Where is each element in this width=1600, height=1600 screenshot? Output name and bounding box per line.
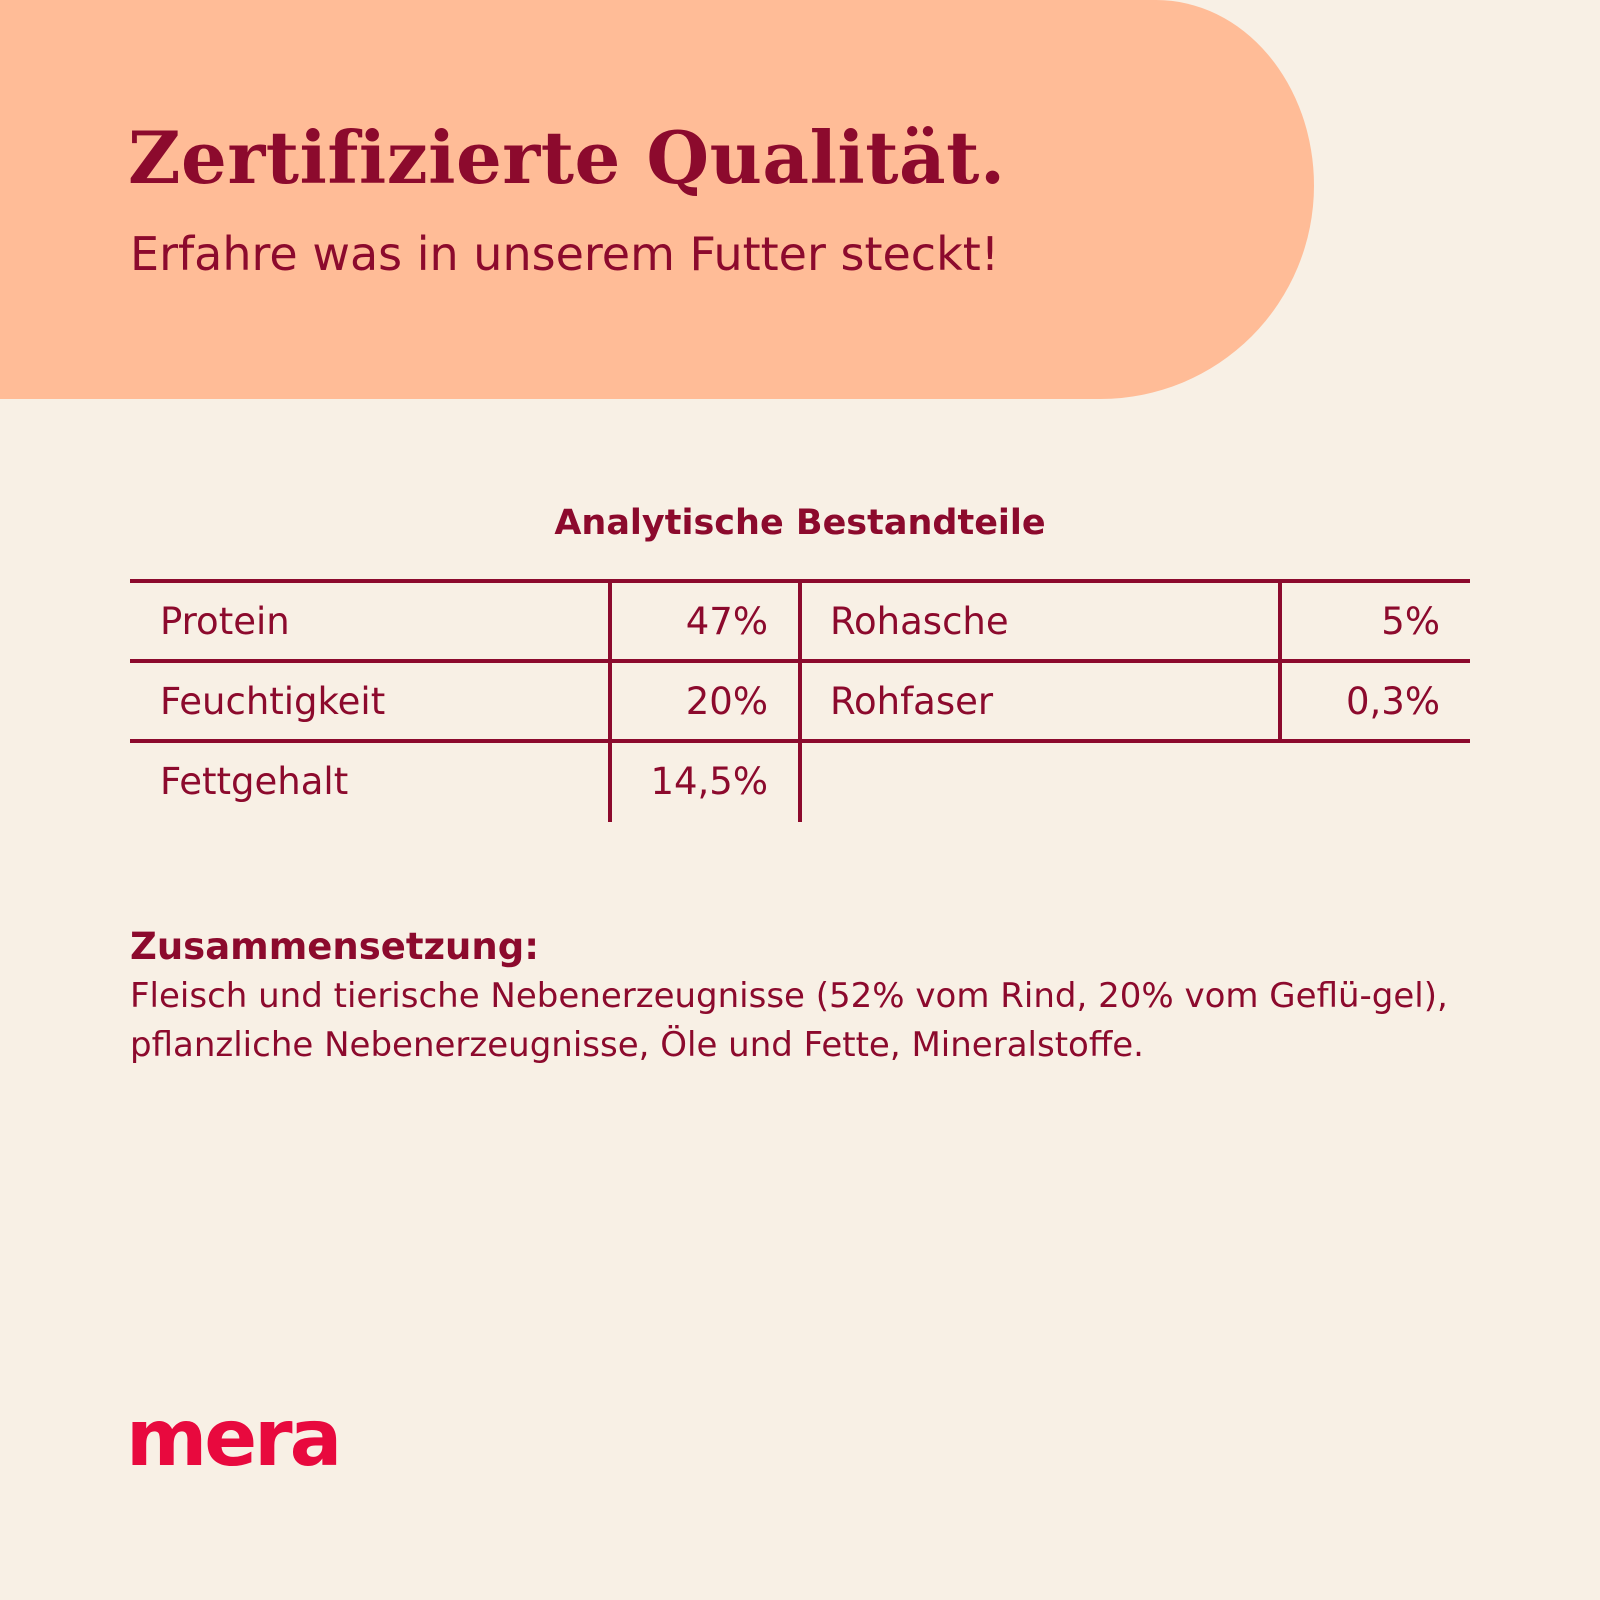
table-divider-left-value	[608, 579, 612, 822]
nutrient-value-fettgehalt: 14,5%	[620, 763, 768, 800]
analysis-table: Protein 47% Rohasche 5% Feuchtigkeit 20%…	[130, 579, 1470, 822]
page-subtitle: Erfahre was in unserem Futter steckt!	[130, 227, 999, 282]
nutrient-value-rohfaser: 0,3%	[1290, 683, 1440, 720]
composition-title: Zusammensetzung:	[130, 925, 539, 969]
page-title: Zertifizierte Qualität.	[128, 118, 1006, 197]
nutrient-value-feuchtigkeit: 20%	[620, 683, 768, 720]
brand-logo: mera	[126, 1400, 339, 1478]
composition-text: Fleisch und tierische Nebenerzeugnisse (…	[130, 972, 1450, 1070]
nutrient-value-protein: 47%	[620, 603, 768, 640]
nutrient-label-rohfaser: Rohfaser	[830, 683, 993, 720]
table-divider-right-value	[1278, 579, 1282, 743]
nutrient-label-fettgehalt: Fettgehalt	[160, 763, 348, 800]
nutrient-label-feuchtigkeit: Feuchtigkeit	[160, 683, 385, 720]
analysis-title: Analytische Bestandteile	[130, 503, 1470, 543]
table-divider-center	[798, 579, 802, 822]
nutrient-label-rohasche: Rohasche	[830, 603, 1009, 640]
nutrient-value-rohasche: 5%	[1290, 603, 1440, 640]
nutrient-label-protein: Protein	[160, 603, 290, 640]
